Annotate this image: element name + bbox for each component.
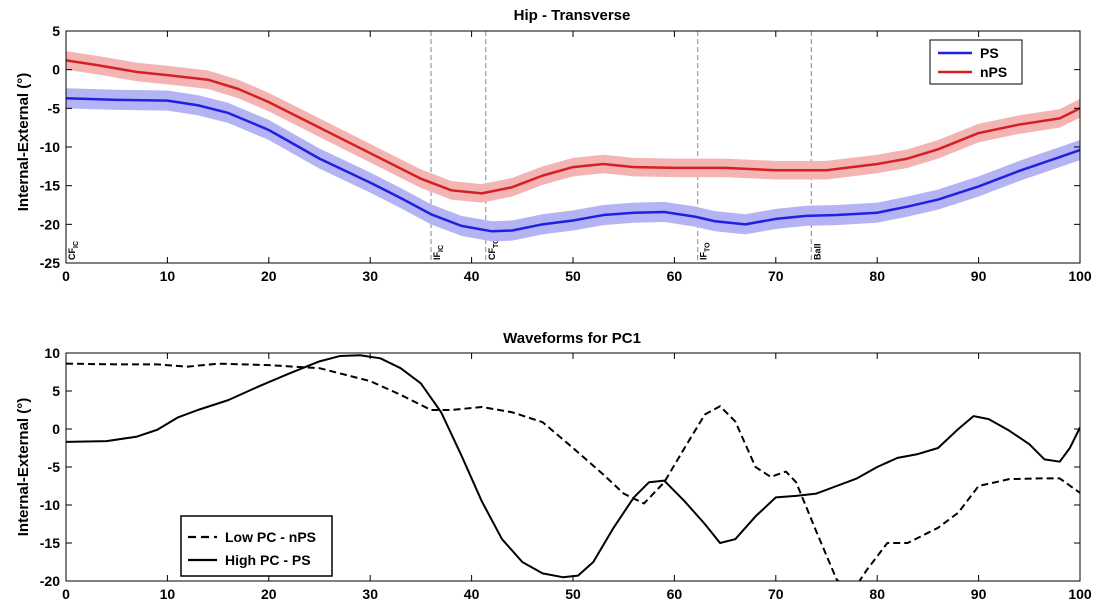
legend: PS nPS: [929, 39, 1023, 85]
pc1-waveforms-chart: Waveforms for PC1 Internal-External (°) …: [15, 330, 1092, 602]
x-tick-label: 20: [261, 586, 277, 602]
x-tick-label: 90: [971, 586, 987, 602]
hip-transverse-chart: Hip - Transverse Internal-External (°) C…: [15, 7, 1092, 284]
legend-low-pc-label: Low PC - nPS: [225, 529, 316, 545]
x-tick-label: 30: [362, 268, 378, 284]
x-tick-label: 100: [1068, 586, 1092, 602]
x-tick-label: 10: [160, 586, 176, 602]
x-tick-label: 50: [565, 586, 581, 602]
x-tick-label: 40: [464, 586, 480, 602]
y-tick-label: -10: [40, 497, 60, 513]
x-tick-label: 100: [1068, 268, 1092, 284]
y-tick-label: -15: [40, 178, 60, 194]
x-tick-label: 50: [565, 268, 581, 284]
y-tick-label: 0: [52, 421, 60, 437]
legend-ps-label: PS: [980, 45, 999, 61]
x-tick-label: 90: [971, 268, 987, 284]
x-tick-label: 70: [768, 268, 784, 284]
confidence-band-nps: [66, 51, 1080, 203]
event-label: IFIC: [432, 245, 445, 260]
series-line-low-pc-nps: [66, 362, 1080, 581]
y-tick-label: -25: [40, 255, 60, 271]
legend-box: [180, 515, 333, 577]
y-tick-label: -5: [48, 100, 61, 116]
y-tick-label: 10: [44, 345, 60, 361]
x-tick-label: 70: [768, 586, 784, 602]
legend: Low PC - nPS High PC - PS: [180, 515, 333, 577]
x-tick-label: 0: [62, 586, 70, 602]
x-tick-label: 30: [362, 586, 378, 602]
y-tick-label: 5: [52, 23, 60, 39]
x-tick-label: 0: [62, 268, 70, 284]
x-tick-label: 80: [869, 268, 885, 284]
y-axis-label: Internal-External (°): [15, 73, 32, 212]
legend-nps-label: nPS: [980, 64, 1007, 80]
x-tick-label: 10: [160, 268, 176, 284]
event-label: CFIC: [67, 241, 80, 260]
x-tick-label: 40: [464, 268, 480, 284]
y-axis-label: Internal-External (°): [15, 398, 32, 537]
y-tick-label: 5: [52, 383, 60, 399]
y-tick-label: -20: [40, 216, 60, 232]
x-tick-label: 80: [869, 586, 885, 602]
series-line-nps: [66, 59, 1080, 195]
chart-title: Hip - Transverse: [514, 7, 631, 24]
event-label: IFTO: [699, 242, 712, 260]
event-label: Ball: [812, 243, 822, 260]
series-line-high-pc-ps: [66, 354, 1080, 579]
x-tick-label: 60: [667, 586, 683, 602]
confidence-band-ps: [66, 88, 1080, 242]
y-tick-label: 0: [52, 62, 60, 78]
y-tick-label: -5: [48, 459, 61, 475]
y-tick-label: -10: [40, 139, 60, 155]
plot-area: 0 10 20 30 40 50 60 70 80 90 100 -20 -15 -10 -5 0 5 10: [40, 345, 1092, 602]
x-tick-label: 20: [261, 268, 277, 284]
legend-box: [929, 39, 1023, 85]
series-line-ps: [66, 97, 1080, 233]
chart-title: Waveforms for PC1: [503, 330, 641, 347]
x-tick-label: 60: [667, 268, 683, 284]
y-tick-label: -20: [40, 573, 60, 589]
y-tick-label: -15: [40, 535, 60, 551]
legend-high-pc-label: High PC - PS: [225, 552, 311, 568]
